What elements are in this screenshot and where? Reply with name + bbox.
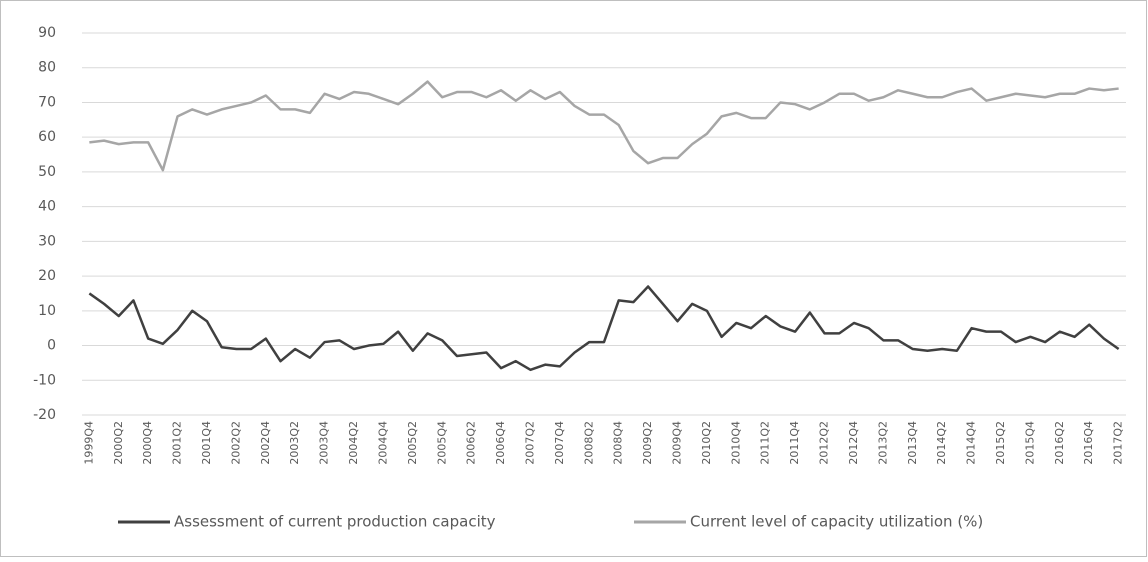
y-tick-label: -20 <box>33 407 56 423</box>
x-tick-label: 2002Q2 <box>229 421 242 465</box>
x-tick-label: 2017Q2 <box>1112 421 1125 465</box>
x-tick-label: 2012Q4 <box>847 421 860 465</box>
y-tick-label: 10 <box>38 303 56 319</box>
legend-label: Current level of capacity utilization (%… <box>690 513 983 531</box>
y-tick-label: 0 <box>47 338 56 354</box>
x-tick-label: 2012Q2 <box>818 421 831 465</box>
x-tick-label: 2003Q4 <box>318 421 331 465</box>
x-tick-label: 2014Q2 <box>935 421 948 465</box>
x-tick-label: 2000Q4 <box>141 421 154 465</box>
x-tick-label: 2011Q2 <box>759 421 772 465</box>
x-tick-label: 2009Q4 <box>671 421 684 465</box>
x-tick-label: 2013Q2 <box>876 421 889 465</box>
y-tick-label: -10 <box>33 372 56 388</box>
y-tick-label: 50 <box>38 164 56 180</box>
x-tick-label: 2007Q2 <box>523 421 536 465</box>
x-tick-label: 2002Q4 <box>259 421 272 465</box>
line-series <box>89 80 1119 172</box>
x-tick-label: 2015Q4 <box>1023 421 1036 465</box>
x-tick-label: 2006Q2 <box>465 421 478 465</box>
y-tick-label: 70 <box>38 94 56 110</box>
x-tick-label: 2000Q2 <box>112 421 125 465</box>
x-tick-label: 2011Q4 <box>788 421 801 465</box>
x-tick-label: 2016Q2 <box>1053 421 1066 465</box>
y-tick-label: 80 <box>38 60 56 76</box>
x-tick-label: 2005Q4 <box>435 421 448 465</box>
x-tick-label: 2004Q2 <box>347 421 360 465</box>
x-tick-label: 1999Q4 <box>82 421 95 465</box>
x-tick-label: 2004Q4 <box>376 421 389 465</box>
x-tick-label: 2016Q4 <box>1082 421 1095 465</box>
x-tick-label: 2001Q2 <box>171 421 184 465</box>
x-tick-label: 2005Q2 <box>406 421 419 465</box>
x-tick-label: 2014Q4 <box>965 421 978 465</box>
x-tick-label: 2010Q2 <box>700 421 713 465</box>
line-series <box>88 285 1120 372</box>
x-tick-label: 2009Q2 <box>641 421 654 465</box>
x-tick-label: 2008Q4 <box>612 421 625 465</box>
y-tick-label: 30 <box>38 233 56 249</box>
x-tick-label: 2010Q4 <box>729 421 742 465</box>
x-tick-label: 2001Q4 <box>200 421 213 465</box>
y-tick-label: 20 <box>38 268 56 284</box>
x-tick-label: 2013Q4 <box>906 421 919 465</box>
x-tick-label: 2003Q2 <box>288 421 301 465</box>
x-tick-label: 2007Q4 <box>553 421 566 465</box>
y-tick-label: 90 <box>38 25 56 41</box>
x-tick-label: 2015Q2 <box>994 421 1007 465</box>
legend-label: Assessment of current production capacit… <box>174 513 496 531</box>
y-tick-label: 40 <box>38 199 56 215</box>
x-tick-label: 2008Q2 <box>582 421 595 465</box>
x-tick-label: 2006Q4 <box>494 421 507 465</box>
y-tick-label: 60 <box>38 129 56 145</box>
